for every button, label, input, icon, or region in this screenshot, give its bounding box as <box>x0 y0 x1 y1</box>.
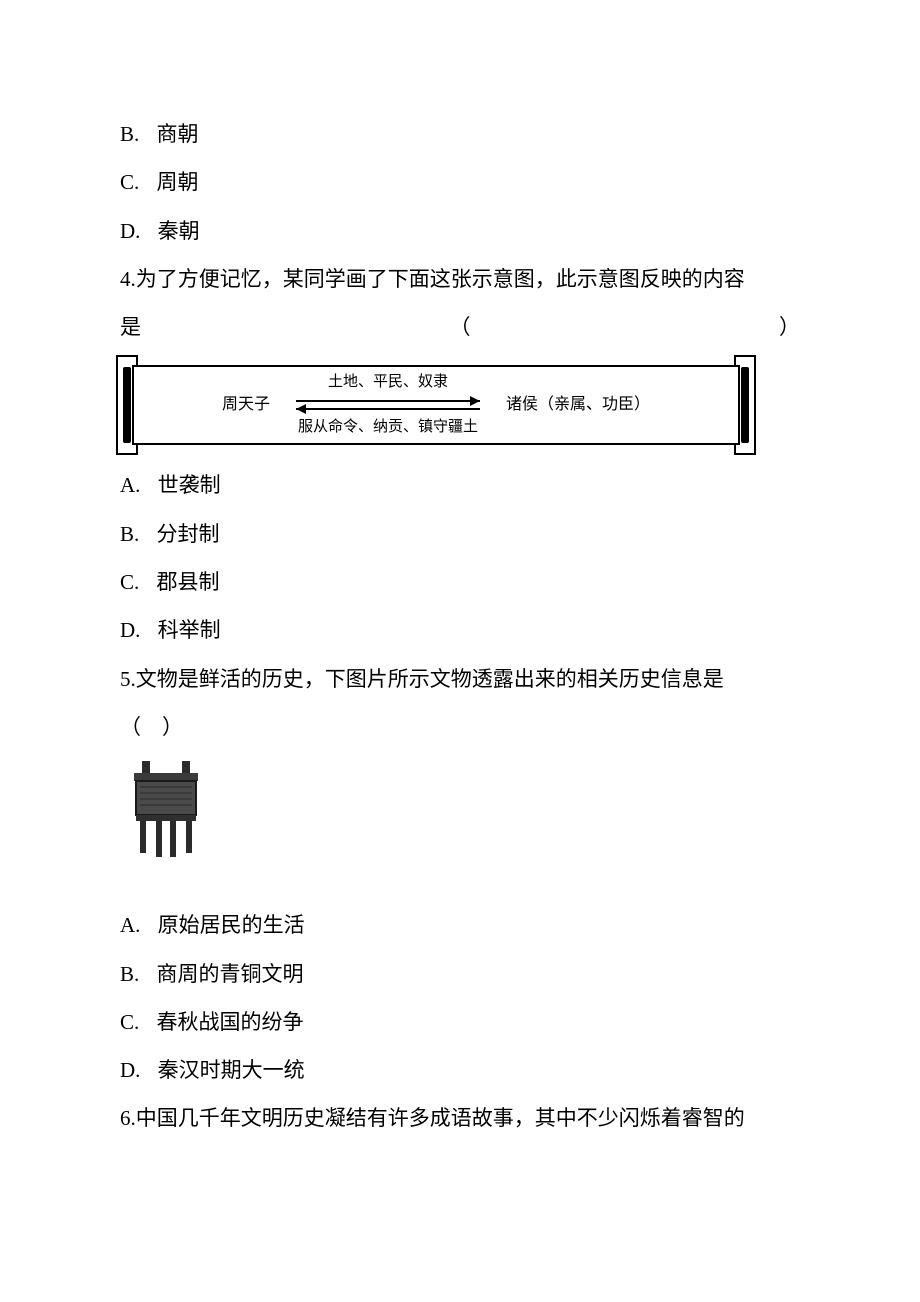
option-letter: A. <box>120 913 140 937</box>
q5-option-c: C. 春秋战国的纷争 <box>120 998 800 1046</box>
q4-stem-left: 是 <box>120 303 141 351</box>
document-page: B. 商朝 C. 周朝 D. 秦朝 4.为了方便记忆，某同学画了下面这张示意图，… <box>0 0 920 1203</box>
q4-diagram: 周天子 土地、平民、奴隶 服从命令、纳贡、镇守疆土 诸侯（亲属、功臣） <box>116 355 756 455</box>
q4-stem-line1: 4.为了方便记忆，某同学画了下面这张示意图，此示意图反映的内容 <box>120 255 800 303</box>
scroll-body: 周天子 土地、平民、奴隶 服从命令、纳贡、镇守疆土 诸侯（亲属、功臣） <box>132 365 740 445</box>
diagram-top-label: 土地、平民、奴隶 <box>328 372 448 393</box>
option-text: 郡县制 <box>157 570 220 594</box>
q4-option-b: B. 分封制 <box>120 510 800 558</box>
q3-option-b: B. 商朝 <box>120 110 800 158</box>
scroll-shape: 周天子 土地、平民、奴隶 服从命令、纳贡、镇守疆土 诸侯（亲属、功臣） <box>116 355 756 455</box>
option-letter: B. <box>120 122 139 146</box>
q5-stem-line2: （ ） <box>120 703 800 751</box>
q4-stem-line2: 是 （ ） <box>120 303 800 351</box>
option-text: 秦朝 <box>158 219 200 243</box>
option-text: 周朝 <box>157 170 199 194</box>
option-letter: C. <box>120 170 139 194</box>
q4-option-d: D. 科举制 <box>120 606 800 654</box>
option-text: 科举制 <box>158 618 221 642</box>
q4-option-a: A. 世袭制 <box>120 461 800 509</box>
option-letter: A. <box>120 473 140 497</box>
q5-option-b: B. 商周的青铜文明 <box>120 950 800 998</box>
option-letter: C. <box>120 570 139 594</box>
option-text: 秦汉时期大一统 <box>158 1058 305 1082</box>
option-letter: D. <box>120 219 140 243</box>
option-letter: B. <box>120 522 139 546</box>
q4-stem-right: ） <box>779 303 800 351</box>
option-letter: C. <box>120 1010 139 1034</box>
option-letter: D. <box>120 1058 140 1082</box>
diagram-arrows: 土地、平民、奴隶 服从命令、纳贡、镇守疆土 <box>288 372 488 438</box>
q6-stem-line1: 6.中国几千年文明历史凝结有许多成语故事，其中不少闪烁着睿智的 <box>120 1094 800 1142</box>
q5-option-d: D. 秦汉时期大一统 <box>120 1046 800 1094</box>
option-text: 分封制 <box>157 522 220 546</box>
q4-option-c: C. 郡县制 <box>120 558 800 606</box>
option-text: 原始居民的生活 <box>158 913 305 937</box>
scroll-roller-right <box>741 367 749 443</box>
q3-option-c: C. 周朝 <box>120 158 800 206</box>
q5-stem-line1: 5.文物是鲜活的历史，下图片所示文物透露出来的相关历史信息是 <box>120 655 800 703</box>
diagram-right-label: 诸侯（亲属、功臣） <box>506 394 650 416</box>
q3-option-d: D. 秦朝 <box>120 207 800 255</box>
double-arrow-icon <box>288 395 488 415</box>
diagram-left-label: 周天子 <box>222 394 270 416</box>
diagram-content: 周天子 土地、平民、奴隶 服从命令、纳贡、镇守疆土 诸侯（亲属、功臣） <box>222 372 650 438</box>
option-letter: D. <box>120 618 140 642</box>
option-text: 春秋战国的纷争 <box>157 1010 304 1034</box>
diagram-bottom-label: 服从命令、纳贡、镇守疆土 <box>298 417 478 438</box>
scroll-roller-left <box>123 367 131 443</box>
option-text: 世袭制 <box>158 473 221 497</box>
option-text: 商周的青铜文明 <box>157 962 304 986</box>
q5-artifact-image <box>120 757 800 863</box>
option-text: 商朝 <box>157 122 199 146</box>
q5-option-a: A. 原始居民的生活 <box>120 901 800 949</box>
bronze-ding-icon <box>120 757 212 863</box>
option-letter: B. <box>120 962 139 986</box>
q4-stem-mid: （ <box>450 303 471 351</box>
